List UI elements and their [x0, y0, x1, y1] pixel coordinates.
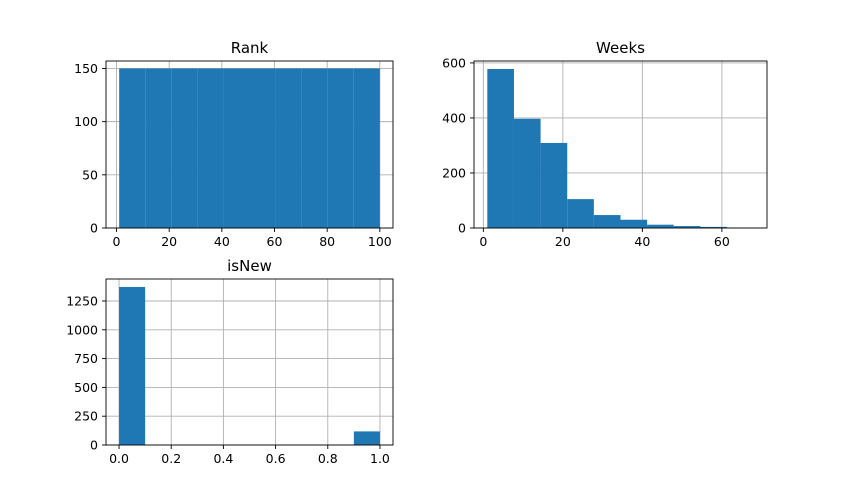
rank-bar	[301, 68, 328, 228]
rank-x-tick-label: 40	[214, 234, 230, 249]
rank-bar	[327, 68, 354, 228]
weeks-x-tick-label: 0	[479, 234, 487, 249]
isnew-histogram: 0.0 0.2 0.4 0.6 0.8 1.0 0 250 500 750 1000 1250 isNe…	[66, 257, 394, 466]
rank-bar	[275, 68, 302, 228]
isnew-x-tick-label: 0.0	[109, 451, 129, 466]
weeks-bar	[513, 118, 541, 228]
isnew-bar	[119, 286, 146, 445]
weeks-bar	[647, 224, 674, 228]
isnew-y-tick-label: 1000	[66, 322, 98, 337]
weeks-y-tick-label: 400	[442, 110, 466, 125]
rank-bar	[223, 68, 250, 228]
isnew-axes-frame	[105, 278, 394, 446]
isnew-y-tick-label: 250	[74, 409, 98, 424]
isnew-x-tick-label: 0.8	[318, 451, 338, 466]
weeks-bar	[593, 215, 621, 228]
rank-histogram: 0 20 40 60 80 100 0 50 100 150 Rank	[74, 39, 394, 249]
rank-y-tick-label: 150	[74, 61, 98, 76]
isnew-y-tick-label: 0	[90, 438, 98, 453]
isnew-bar	[353, 431, 380, 445]
rank-bar	[171, 68, 198, 228]
isnew-y-tick-label: 1250	[66, 294, 98, 309]
rank-x-tick-label: 80	[319, 234, 335, 249]
rank-bar	[353, 68, 380, 228]
rank-axes-frame	[105, 60, 394, 229]
weeks-y-tick-label: 0	[458, 221, 466, 236]
rank-bar	[119, 68, 146, 228]
weeks-chart-title: Weeks	[596, 39, 645, 57]
isnew-chart-title: isNew	[227, 257, 272, 275]
weeks-bar	[540, 142, 568, 228]
rank-x-tick-label: 20	[161, 234, 177, 249]
rank-bar	[197, 68, 224, 228]
rank-x-tick-label: 100	[368, 234, 392, 249]
isnew-y-tick-label: 750	[74, 351, 98, 366]
weeks-bar	[700, 226, 728, 228]
rank-x-tick-label: 60	[267, 234, 283, 249]
weeks-y-tick-label: 600	[442, 55, 466, 70]
rank-y-tick-label: 50	[82, 167, 98, 182]
rank-bar	[145, 68, 172, 228]
isnew-x-tick-label: 0.2	[161, 451, 181, 466]
weeks-bar	[620, 219, 648, 228]
isnew-x-tick-label: 0.6	[266, 451, 286, 466]
weeks-bar	[567, 199, 594, 228]
rank-y-tick-label: 100	[74, 114, 98, 129]
rank-y-tick-label: 0	[90, 221, 98, 236]
weeks-axes-frame	[473, 60, 768, 229]
weeks-x-tick-label: 60	[714, 234, 730, 249]
isnew-x-tick-label: 0.4	[213, 451, 233, 466]
weeks-x-tick-label: 40	[634, 234, 650, 249]
rank-bar	[249, 68, 276, 228]
isnew-y-tick-label: 500	[74, 380, 98, 395]
weeks-bar	[487, 68, 514, 229]
rank-chart-title: Rank	[231, 39, 269, 57]
rank-x-tick-label: 0	[113, 234, 121, 249]
weeks-x-tick-label: 20	[555, 234, 571, 249]
weeks-y-tick-label: 200	[442, 165, 466, 180]
isnew-x-tick-label: 1.0	[370, 451, 390, 466]
weeks-bar	[673, 226, 701, 228]
